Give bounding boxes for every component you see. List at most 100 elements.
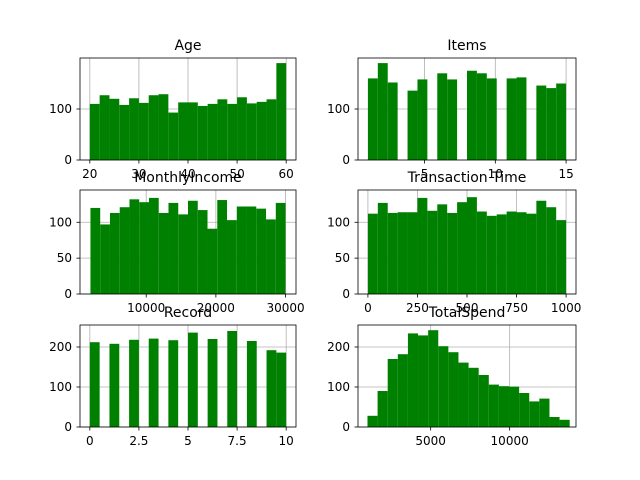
histogram-bar [536, 200, 547, 294]
histogram-bar [178, 102, 188, 160]
histogram-bar [468, 367, 479, 427]
x-tick-label: 20 [82, 167, 97, 181]
x-tick-label: 750 [505, 301, 528, 315]
x-tick-label: 30 [131, 167, 146, 181]
histogram-bar [397, 354, 408, 427]
x-tick-label: 40 [180, 167, 195, 181]
y-tick-label: 200 [49, 340, 72, 354]
histogram-bar [496, 214, 507, 294]
histogram-bar [217, 99, 228, 160]
histogram-bar [539, 398, 550, 427]
axes-frame [357, 324, 577, 428]
x-tick-label: 5 [421, 167, 429, 181]
histogram-bar [476, 73, 487, 160]
histogram-bar [387, 359, 398, 427]
x-tick-label: 60 [279, 167, 294, 181]
histogram-bar [476, 211, 487, 294]
histogram-bar [546, 88, 557, 160]
histogram-bar [467, 70, 477, 160]
histogram-bar [438, 346, 449, 427]
histogram-bar [407, 212, 418, 294]
histogram-bar [188, 332, 198, 427]
histogram-bar [119, 104, 130, 160]
histogram-bar [266, 219, 276, 294]
x-tick-label: 10000 [127, 301, 165, 315]
histogram-bar [556, 220, 567, 294]
subplot-totalspend: 5000 10000 0 100 200 TotalSpend [327, 305, 577, 448]
subplot-title: Transaction Time [407, 170, 527, 186]
histogram-bar [276, 352, 287, 427]
histogram-bar [89, 103, 100, 160]
histogram-bar [188, 200, 198, 294]
histogram-bar [237, 97, 247, 160]
y-tick-label: 0 [342, 420, 350, 434]
histogram-bar [148, 95, 159, 160]
subplot-monthlyincome: 10000 20000 30000 0 50 100 MonthlyIncome [49, 170, 305, 315]
histogram-bar [99, 95, 110, 160]
histogram-bar [158, 94, 169, 160]
histogram-bar [197, 105, 208, 160]
y-tick-label: 0 [64, 153, 72, 167]
histogram-bar [486, 78, 497, 160]
subplot-age: 20 30 40 50 60 0 100 Age [49, 38, 297, 181]
y-tick-label: 0 [64, 420, 72, 434]
histogram-bar [207, 228, 218, 294]
x-tick-label: 2.5 [129, 434, 148, 448]
x-tick-label: 20000 [197, 301, 235, 315]
histogram-bar [236, 206, 247, 294]
histogram-bar [207, 103, 218, 160]
histogram-bar [256, 208, 267, 294]
histogram-bar [506, 211, 517, 294]
histogram-bar [246, 103, 257, 160]
histogram-bar [367, 415, 378, 427]
x-tick-label: 5000 [415, 434, 446, 448]
histogram-bar [556, 83, 567, 160]
histogram-bar [418, 335, 429, 427]
y-tick-label: 100 [49, 102, 72, 116]
subplot-title: Items [447, 38, 486, 54]
histogram-bar [536, 85, 547, 160]
histogram-bar [168, 202, 179, 294]
histogram-bar [197, 210, 208, 294]
histogram-bar [276, 63, 287, 160]
histogram-bar [148, 197, 159, 294]
histogram-bar [109, 343, 120, 427]
x-tick-label: 0 [364, 301, 372, 315]
histogram-bar [397, 212, 408, 294]
histogram-bar [266, 350, 277, 427]
histogram-bar [498, 386, 510, 427]
subplot-title: Record [164, 305, 212, 321]
histogram-bar [246, 206, 257, 294]
histogram-bar [526, 213, 537, 294]
histogram-bar [407, 90, 418, 160]
x-tick-label: 5 [184, 434, 192, 448]
histogram-bar [246, 341, 257, 427]
histogram-bar [168, 112, 179, 160]
histogram-bar [387, 82, 398, 160]
subplot-items: 5 10 15 0 100 Items [327, 38, 577, 181]
histogram-bar [448, 352, 459, 427]
x-tick-label: 30000 [266, 301, 304, 315]
histogram-bar [387, 212, 398, 294]
x-tick-label: 10000 [491, 434, 529, 448]
subplot-title: Age [174, 38, 201, 54]
histogram-bar [217, 200, 228, 294]
histogram-bar [506, 78, 517, 160]
y-tick-label: 50 [335, 251, 350, 265]
histogram-bar [256, 101, 267, 160]
histogram-bar [227, 103, 238, 160]
histogram-bar [458, 362, 469, 427]
histogram-bar [457, 202, 467, 294]
histogram-bar [377, 202, 388, 294]
histogram-bar [417, 79, 428, 160]
histogram-bar [100, 224, 110, 294]
histogram-bar [486, 215, 497, 294]
histogram-bar [275, 202, 286, 294]
y-tick-label: 0 [342, 153, 350, 167]
histogram-bar [377, 391, 388, 427]
histogram-bar [139, 202, 149, 294]
histogram-bar [519, 393, 530, 427]
histogram-bar [447, 212, 458, 294]
